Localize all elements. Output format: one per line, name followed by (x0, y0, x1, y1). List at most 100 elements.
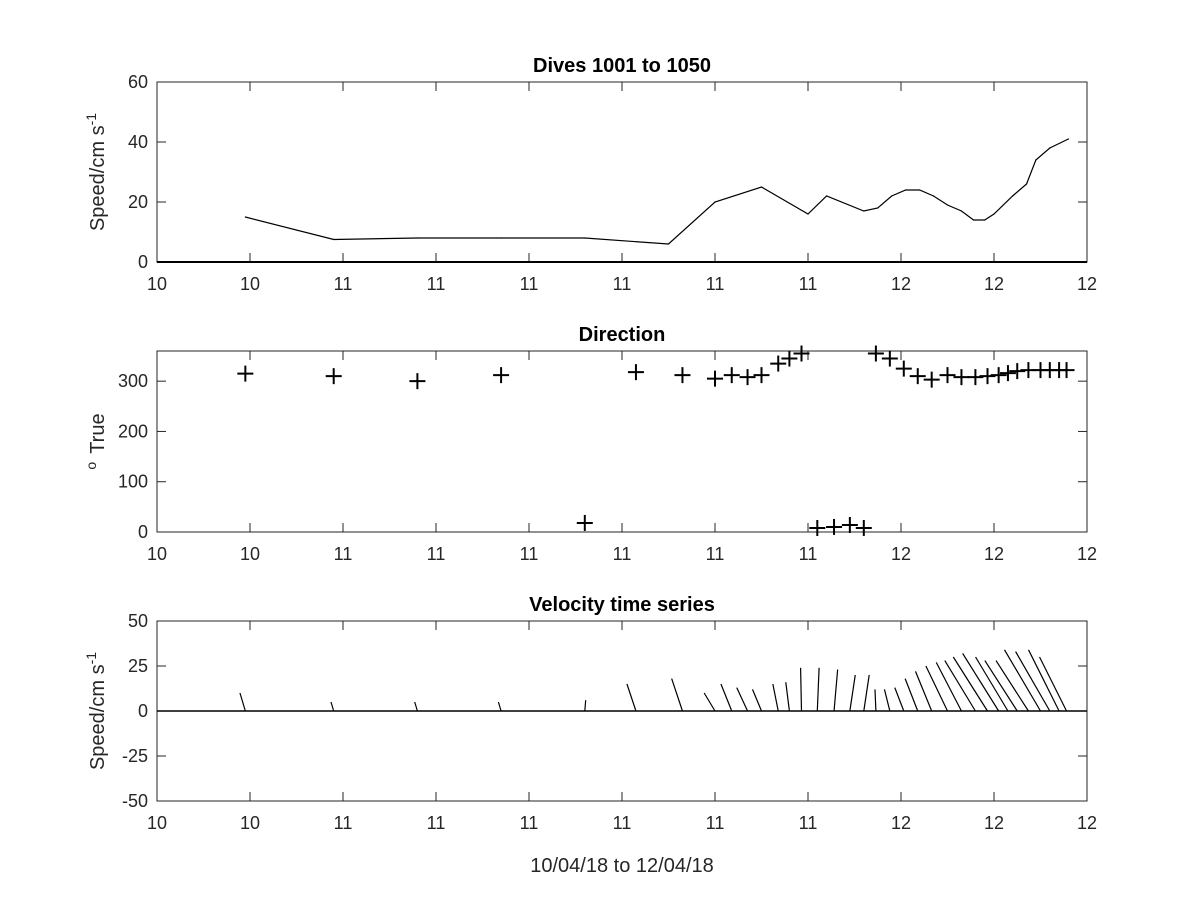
velocity-stick (904, 678, 919, 712)
direction-marker (895, 360, 912, 377)
speed-point (891, 195, 893, 197)
speed-point (714, 201, 716, 203)
velocity-stick (799, 667, 803, 712)
velocity-stick (883, 689, 891, 712)
xtick-label: 11 (706, 544, 725, 564)
xtick-label: 11 (613, 544, 632, 564)
ytick-label: 25 (128, 656, 148, 676)
velocity-stick (751, 689, 763, 712)
velocity-stick (952, 656, 988, 712)
velocity-stick (935, 662, 962, 712)
direction-marker (770, 355, 787, 372)
velocity-stick (239, 692, 246, 712)
xtick-label: 12 (984, 813, 1004, 833)
speed-point (946, 204, 949, 206)
ytick-label: 0 (138, 252, 148, 272)
speed-point (667, 243, 670, 245)
direction-marker (826, 518, 843, 535)
xtick-label: 11 (706, 274, 725, 294)
direction-marker (979, 368, 996, 385)
velocity-stick (785, 682, 790, 712)
velocity-stick (772, 683, 779, 712)
velocity-stick (914, 671, 933, 712)
direction-marker (493, 367, 510, 384)
xtick-label: 11 (613, 274, 632, 294)
direction-marker (967, 369, 984, 386)
y-axis-label: Speed/cm s-1 (83, 652, 109, 770)
direction-marker (923, 371, 940, 388)
direction-marker (1058, 362, 1075, 379)
velocity-stick (1027, 649, 1060, 712)
velocity-stick (626, 683, 637, 712)
ytick-label: 40 (128, 132, 148, 152)
speed-point (877, 207, 879, 209)
panel-title: Direction (579, 324, 666, 346)
direction-marker (953, 369, 970, 386)
xtick-label: 11 (520, 274, 539, 294)
panel-title: Velocity time series (529, 594, 715, 616)
direction-marker (909, 368, 926, 385)
direction-marker (739, 369, 756, 386)
velocity-stick (894, 687, 905, 712)
xtick-label: 11 (334, 544, 353, 564)
xtick-label: 11 (520, 813, 539, 833)
axes-box (156, 81, 1088, 263)
velocity-stick (849, 674, 856, 712)
ytick-label: 200 (118, 421, 148, 441)
velocity-stick (1003, 649, 1042, 712)
xtick-label: 10 (240, 544, 260, 564)
speed-point (1012, 195, 1014, 197)
xtick-label: 11 (427, 274, 446, 294)
ylabel-text: True (87, 413, 109, 453)
panel-2: Direction 0 100 200 300 10 10 11 11 11 11 11 11 12 12 1… (83, 324, 1097, 564)
velocity-stick (1015, 651, 1051, 712)
velocity-stick (671, 678, 684, 712)
direction-marker (723, 367, 740, 384)
speed-point (500, 237, 502, 239)
direction-marker (409, 373, 426, 390)
ylabel-text: Speed/cm s (87, 125, 109, 231)
direction-marker (855, 519, 872, 536)
xtick-label: 11 (799, 813, 818, 833)
speed-point (863, 210, 865, 212)
ytick-label: 50 (128, 611, 148, 631)
direction-marker (753, 367, 770, 384)
xtick-label: 11 (706, 813, 725, 833)
direction-marker (1009, 363, 1026, 380)
velocity-stick (944, 660, 976, 712)
xtick-label: 11 (520, 544, 539, 564)
ytick-label: 0 (138, 522, 148, 542)
ylabel-superscript: o (83, 462, 99, 470)
xtick-label: 10 (240, 274, 260, 294)
direction-marker (881, 350, 898, 367)
velocity-stick (720, 683, 733, 712)
ylabel-superscript: -1 (83, 113, 99, 126)
velocity-stick (414, 701, 418, 712)
xtick-label: 11 (799, 274, 818, 294)
xtick-label: 11 (334, 813, 353, 833)
direction-marker (939, 367, 956, 384)
speed-point (932, 195, 935, 197)
ytick-label: 20 (128, 192, 148, 212)
xtick-label: 10 (147, 544, 167, 564)
ytick-label: 0 (138, 701, 148, 721)
xtick-label: 12 (984, 544, 1004, 564)
velocity-stick (497, 701, 502, 712)
xtick-label: 10 (147, 274, 167, 294)
ylabel-superscript: -1 (83, 652, 99, 665)
panel-1: Dives 1001 to 1050 0 20 40 60 10 10 11 11 11 11 11 1… (83, 55, 1097, 294)
xtick-label: 10 (147, 813, 167, 833)
ytick-label: 100 (118, 472, 148, 492)
velocity-stick (816, 667, 820, 712)
direction-marker (809, 519, 826, 536)
xtick-label: 11 (799, 544, 818, 564)
direction-marker (576, 514, 593, 531)
speed-point (984, 219, 986, 221)
xtick-label: 12 (984, 274, 1004, 294)
y-axis-label: Speed/cm s-1 (83, 113, 109, 231)
direction-marker (867, 345, 884, 362)
velocity-stick (975, 656, 1009, 712)
speed-point (972, 219, 975, 221)
speed-point (244, 216, 246, 218)
panel-3: Velocity time series -50 -25 0 25 50 10 10 11 11 1… (83, 594, 1097, 877)
